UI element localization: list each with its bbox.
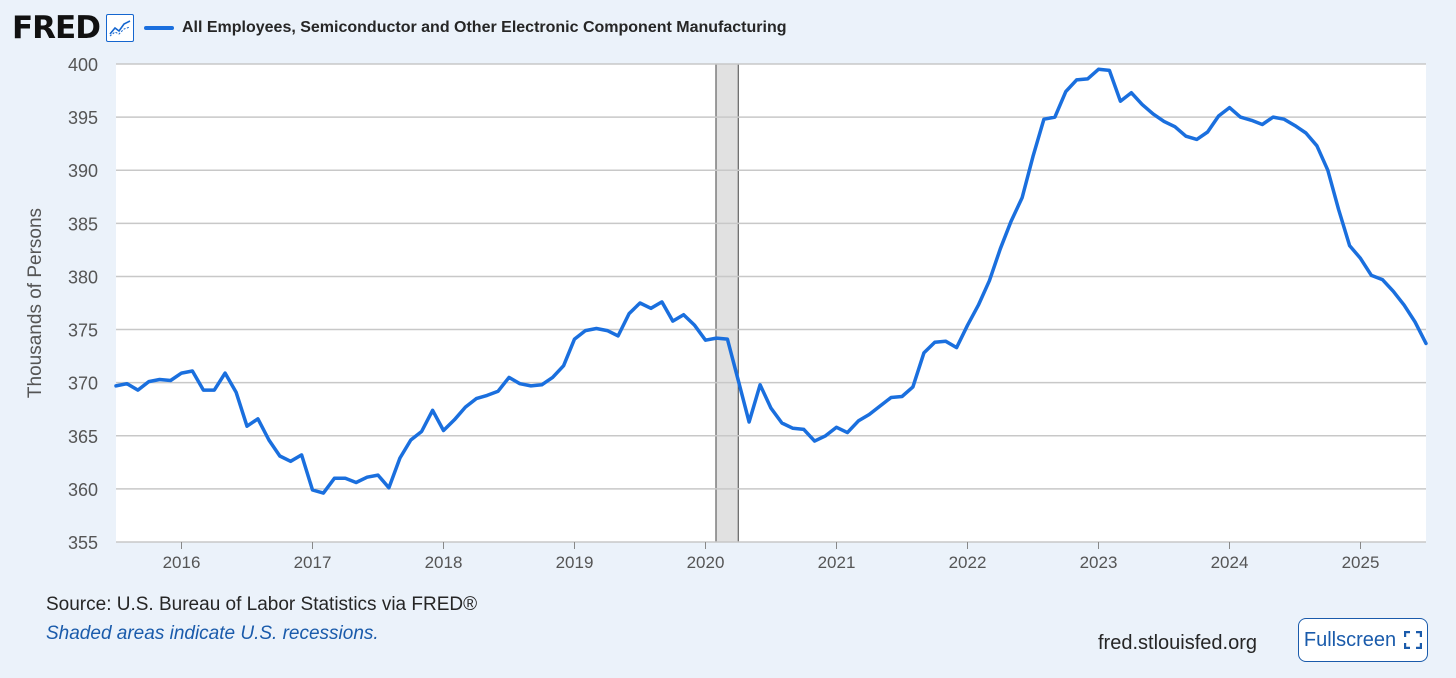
graph-icon[interactable] (105, 14, 134, 42)
y-tick-label: 365 (68, 427, 98, 447)
y-tick-label: 400 (68, 55, 98, 75)
series-layer (114, 67, 1428, 495)
fred-logo[interactable]: FRED (12, 9, 101, 46)
x-tick-label: 2024 (1211, 553, 1249, 572)
y-axis-label: Thousands of Persons (25, 208, 46, 398)
x-tick-label: 2016 (163, 553, 201, 572)
y-tick-label: 375 (68, 321, 98, 341)
legend-swatch (143, 26, 174, 30)
x-axis-ticks: 2016 2017 2018 2019 2020 2021 2022 2023 2024 2025 (163, 542, 1380, 572)
recession-band (715, 63, 739, 543)
plot-background (116, 64, 1426, 542)
x-tick-label: 2025 (1342, 553, 1380, 572)
y-axis-ticks: 355 360 365 370 375 380 385 390 395 400 (68, 55, 98, 553)
series-line[interactable] (114, 67, 1428, 495)
chart-header: FRED All Employees, Semiconductor and Ot… (12, 8, 787, 48)
legend: All Employees, Semiconductor and Other E… (143, 19, 787, 37)
legend-label: All Employees, Semiconductor and Other E… (181, 19, 787, 36)
y-tick-label: 370 (68, 374, 98, 394)
grid-layer (116, 63, 1426, 543)
y-tick-label: 395 (68, 108, 98, 128)
y-tick-label: 385 (68, 214, 98, 234)
y-tick-label: 380 (68, 267, 98, 287)
x-tick-label: 2020 (687, 553, 725, 572)
recession-layer (715, 63, 739, 543)
site-url[interactable]: fred.stlouisfed.org (1098, 632, 1257, 654)
x-tick-label: 2023 (1080, 553, 1118, 572)
recession-note: Shaded areas indicate U.S. recessions. (46, 623, 379, 644)
x-tick-label: 2019 (556, 553, 594, 572)
x-tick-label: 2022 (949, 553, 987, 572)
x-tick-label: 2018 (425, 553, 463, 572)
x-tick-label: 2017 (294, 553, 332, 572)
fullscreen-label: Fullscreen (1303, 628, 1397, 651)
y-tick-label: 355 (68, 533, 98, 553)
x-tick-label: 2021 (818, 553, 856, 572)
y-tick-label: 360 (68, 480, 98, 500)
y-tick-label: 390 (68, 161, 98, 181)
source-line: Source: U.S. Bureau of Labor Statistics … (46, 594, 478, 615)
fullscreen-button[interactable]: Fullscreen (1298, 618, 1428, 662)
fullscreen-icon (1404, 631, 1423, 649)
